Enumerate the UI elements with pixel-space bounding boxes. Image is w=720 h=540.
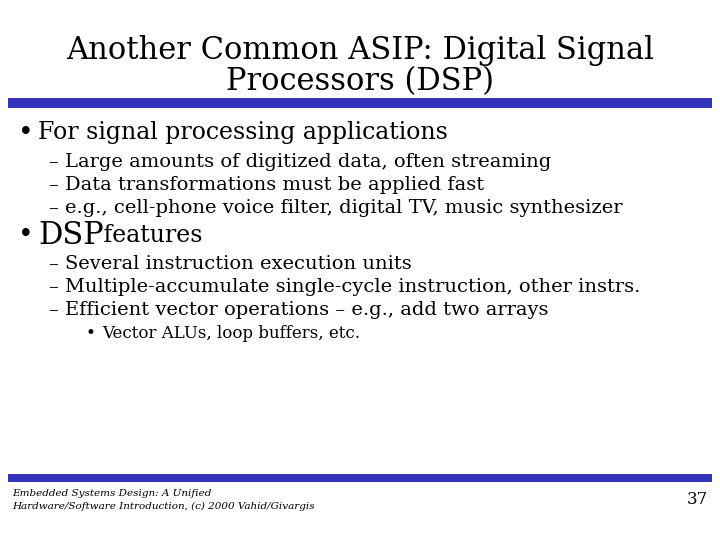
Text: •: • [18,222,34,247]
Text: Processors (DSP): Processors (DSP) [226,66,494,98]
Text: 37: 37 [687,491,708,509]
Text: –: – [48,301,58,319]
Text: –: – [48,278,58,296]
Bar [8,98,712,108]
Text: Hardware/Software Introduction, (c) 2000 Vahid/Givargis: Hardware/Software Introduction, (c) 2000… [12,502,315,510]
Bar [8,474,712,482]
Text: e.g., cell-phone voice filter, digital TV, music synthesizer: e.g., cell-phone voice filter, digital T… [65,199,623,217]
Text: –: – [48,176,58,194]
Text: DSP: DSP [38,219,104,251]
Text: Vector ALUs, loop buffers, etc.: Vector ALUs, loop buffers, etc. [102,325,360,341]
Text: Embedded Systems Design: A Unified: Embedded Systems Design: A Unified [12,489,212,498]
Text: Data transformations must be applied fast: Data transformations must be applied fas… [65,176,484,194]
Text: Several instruction execution units: Several instruction execution units [65,255,412,273]
Text: features: features [96,224,202,246]
Text: •: • [85,325,95,341]
Text: –: – [48,153,58,171]
Text: Large amounts of digitized data, often streaming: Large amounts of digitized data, often s… [65,153,552,171]
Text: Efficient vector operations – e.g., add two arrays: Efficient vector operations – e.g., add … [65,301,549,319]
Text: •: • [18,119,34,145]
Text: –: – [48,255,58,273]
Text: –: – [48,199,58,217]
Text: For signal processing applications: For signal processing applications [38,120,448,144]
Text: Multiple-accumulate single-cycle instruction, other instrs.: Multiple-accumulate single-cycle instruc… [65,278,640,296]
Text: Another Common ASIP: Digital Signal: Another Common ASIP: Digital Signal [66,35,654,65]
